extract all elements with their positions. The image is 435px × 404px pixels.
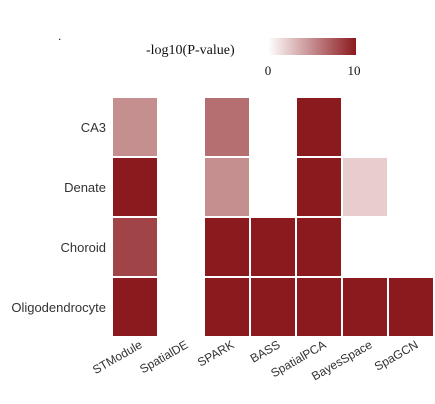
row-label-ca3: CA3 bbox=[81, 120, 106, 135]
column-label-spagcn: SpaGCN bbox=[372, 337, 421, 373]
legend-max-label: 10 bbox=[348, 63, 361, 78]
heatmap-cell-choroid-spatialpca bbox=[295, 216, 343, 278]
heatmap-cell-denate-bayesspace bbox=[341, 156, 389, 218]
heatmap-cell-oligodendrocyte-spagcn bbox=[387, 276, 435, 338]
row-labels: CA3 Denate Choroid Oligodendrocyte bbox=[11, 120, 106, 315]
heatmap-cell-oligodendrocyte-spark bbox=[203, 276, 251, 338]
column-label-spark: SPARK bbox=[195, 337, 236, 369]
column-label-bass: BASS bbox=[248, 337, 283, 365]
legend: -log10(P-value) 0 10 bbox=[146, 38, 361, 78]
heatmap-cell-oligodendrocyte-bass bbox=[249, 276, 297, 338]
heatmap-cell-ca3-spark bbox=[203, 96, 251, 158]
top-dash: . bbox=[58, 29, 61, 43]
row-label-oligodendrocyte: Oligodendrocyte bbox=[11, 300, 106, 315]
legend-min-label: 0 bbox=[265, 63, 272, 78]
heatmap-cell-choroid-stmodule bbox=[111, 216, 159, 278]
heatmap-cell-ca3-spatialpca bbox=[295, 96, 343, 158]
heatmap-cell-denate-stmodule bbox=[111, 156, 159, 218]
row-label-denate: Denate bbox=[64, 180, 106, 195]
heatmap-cell-oligodendrocyte-stmodule bbox=[111, 276, 159, 338]
heatmap-cell-denate-spatialpca bbox=[295, 156, 343, 218]
heatmap-cell-ca3-stmodule bbox=[111, 96, 159, 158]
heatmap-cell-oligodendrocyte-bayesspace bbox=[341, 276, 389, 338]
heatmap-cells bbox=[111, 96, 435, 338]
row-label-choroid: Choroid bbox=[60, 240, 106, 255]
column-label-spatialde: SpatialDE bbox=[137, 337, 190, 376]
heatmap-cell-choroid-spark bbox=[203, 216, 251, 278]
heatmap-cell-denate-spark bbox=[203, 156, 251, 218]
legend-colorbar bbox=[268, 38, 356, 55]
heatmap-cell-oligodendrocyte-spatialpca bbox=[295, 276, 343, 338]
heatmap-cell-choroid-bass bbox=[249, 216, 297, 278]
legend-title: -log10(P-value) bbox=[146, 43, 235, 58]
column-label-stmodule: STModule bbox=[90, 337, 145, 377]
